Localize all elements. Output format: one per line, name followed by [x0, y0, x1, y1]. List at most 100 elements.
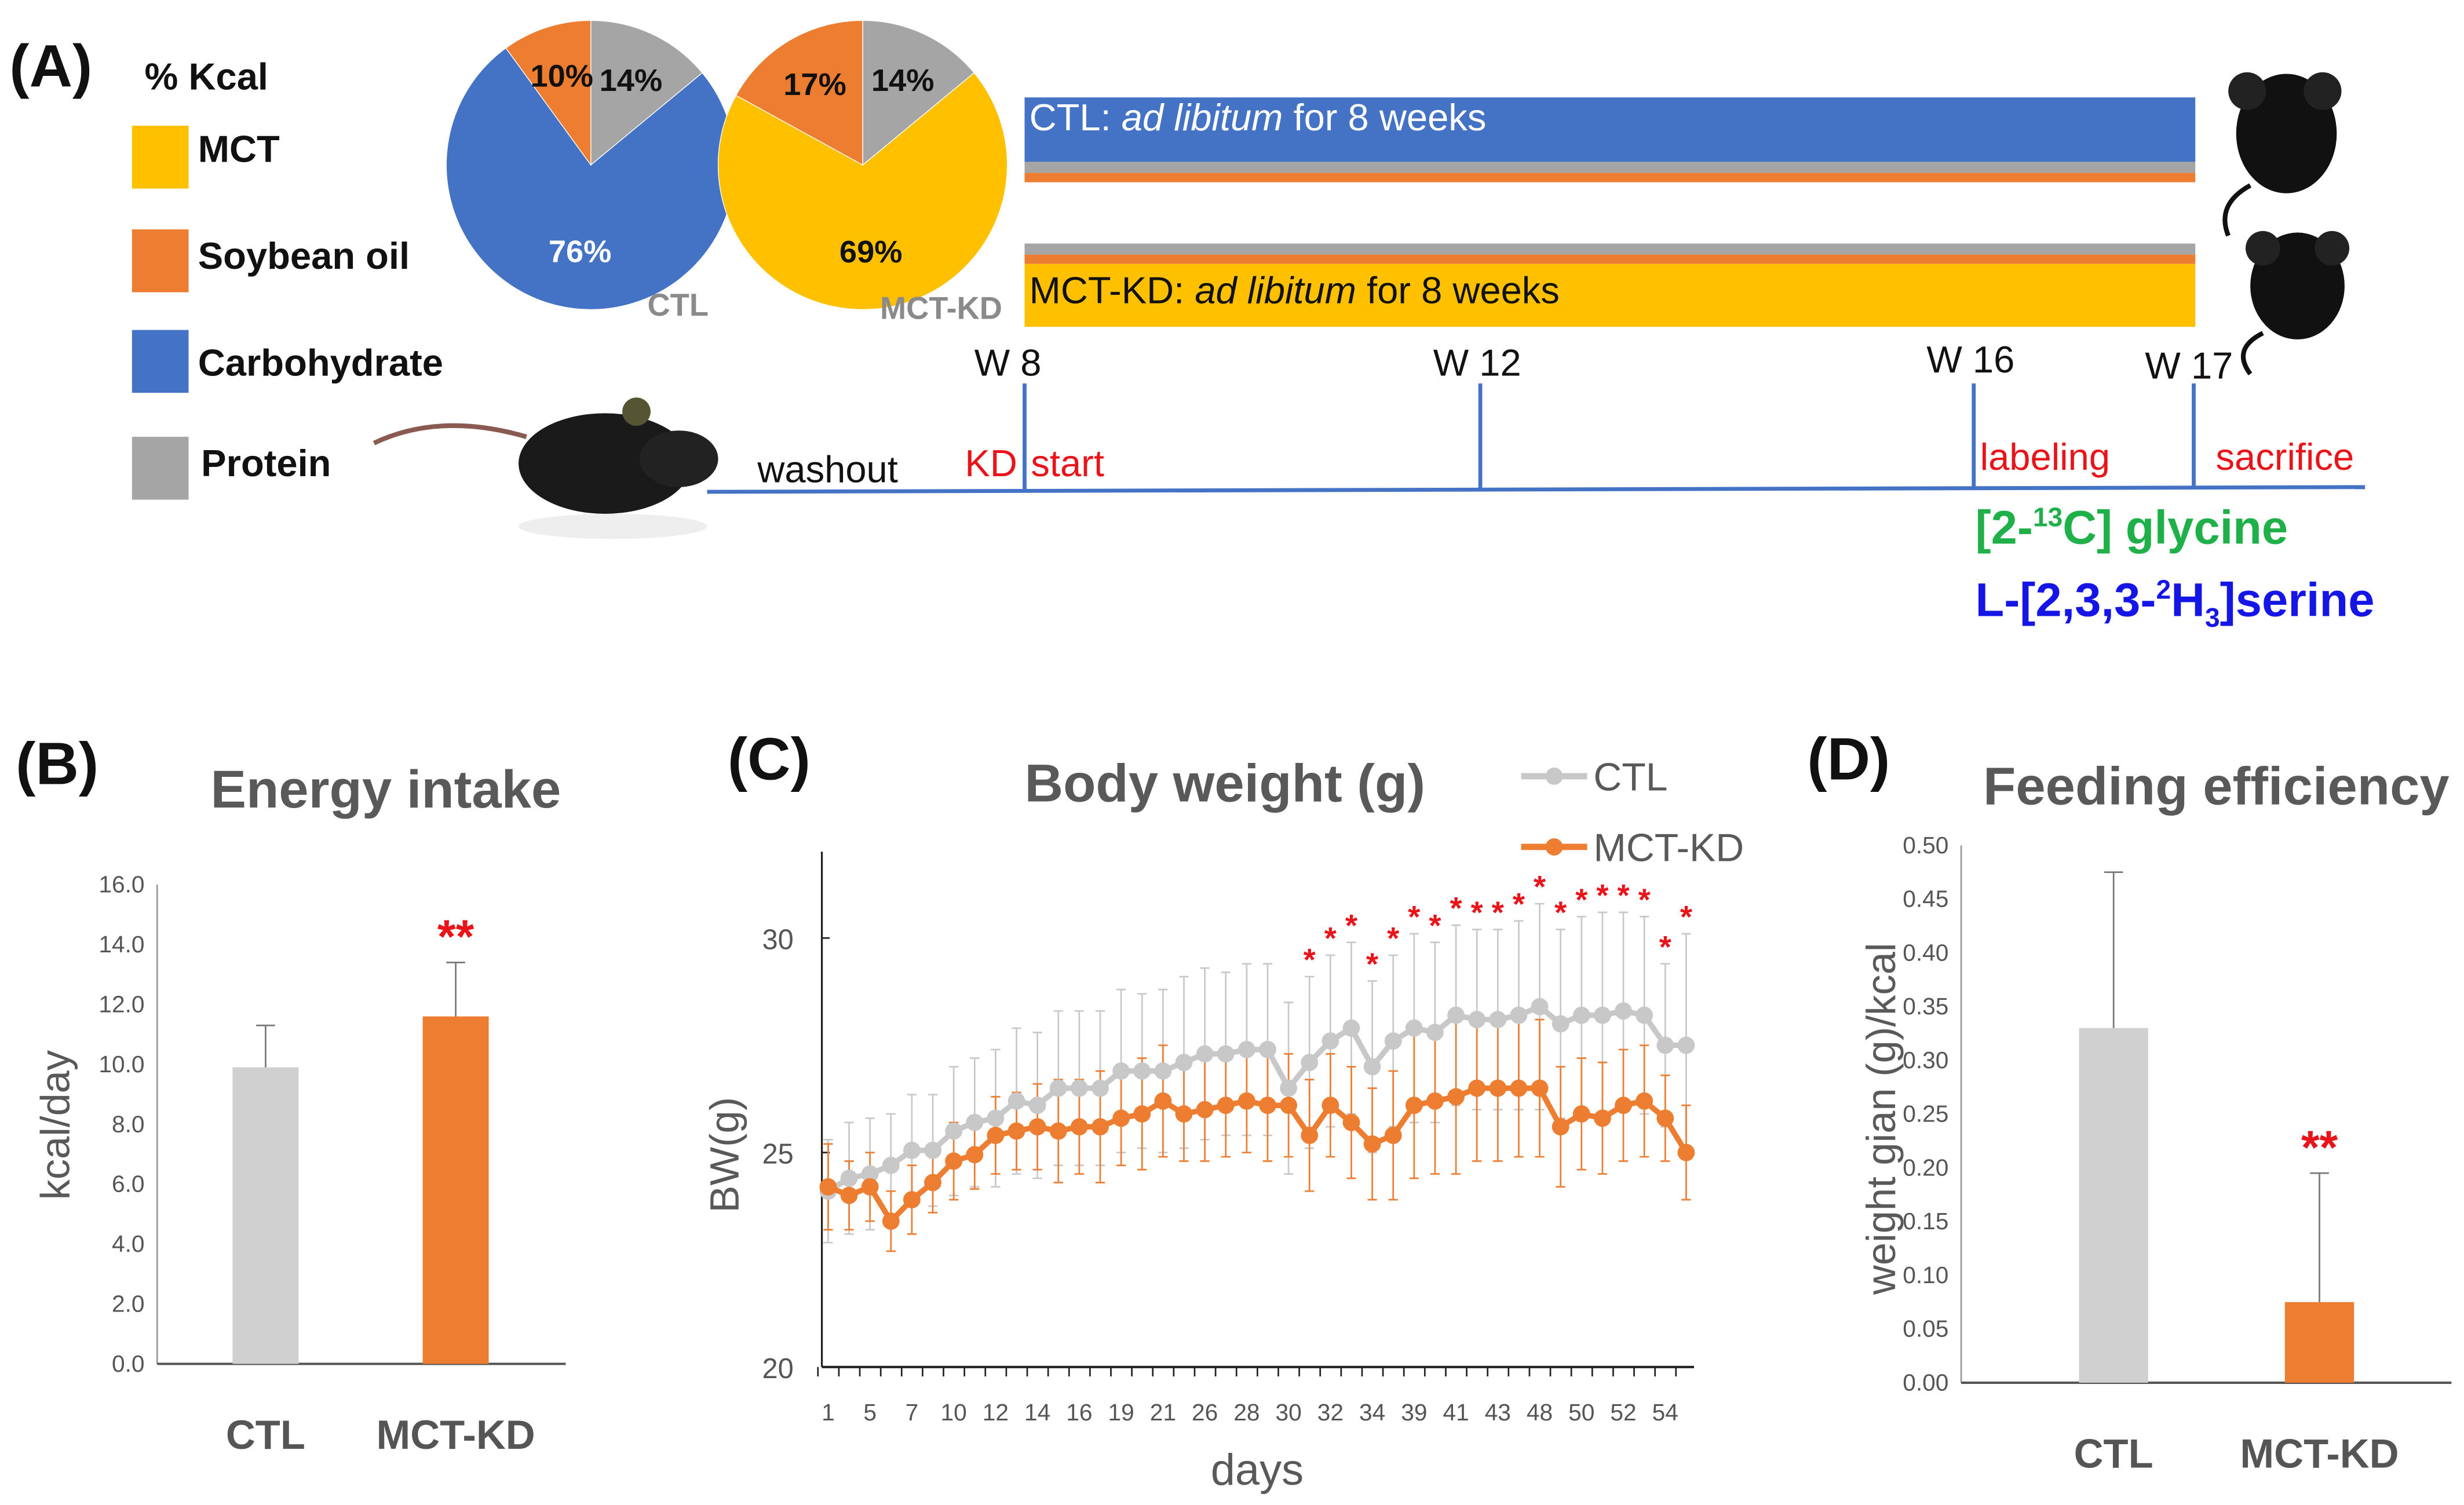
- significance-mark: *: [1471, 896, 1484, 930]
- data-point: [1489, 1011, 1507, 1028]
- x-tick-label: 28: [1233, 1399, 1260, 1426]
- data-point: [1384, 1127, 1402, 1144]
- y-tick-label: 10.0: [98, 1051, 144, 1077]
- data-point: [1615, 1097, 1632, 1115]
- data-point: [1133, 1105, 1151, 1123]
- data-point: [1531, 1079, 1549, 1097]
- data-point: [1028, 1097, 1046, 1115]
- x-tick-label: 19: [1108, 1399, 1134, 1426]
- ctl-diet-bar: [1024, 97, 2196, 162]
- data-point: [1092, 1079, 1109, 1097]
- data-point: [861, 1178, 879, 1196]
- text: for 8 weeks: [1283, 97, 1487, 140]
- data-point: [1447, 1006, 1465, 1024]
- data-point: [1049, 1122, 1067, 1140]
- legend-marker: [1545, 768, 1563, 785]
- data-point: [1572, 1006, 1590, 1024]
- data-point: [1217, 1097, 1235, 1115]
- legend-swatch-protein: [132, 437, 189, 500]
- text: ]serine: [2220, 575, 2375, 627]
- significance-mark: *: [1324, 921, 1337, 956]
- data-point: [1342, 1019, 1360, 1037]
- data-point: [1196, 1045, 1214, 1063]
- data-point: [1656, 1109, 1674, 1127]
- text: 13: [2032, 502, 2063, 533]
- data-point: [1656, 1036, 1674, 1054]
- tracer-glycine: [2-13C] glycine: [1975, 503, 2288, 556]
- legend-label: MCT-KD: [1593, 826, 1744, 870]
- data-point: [861, 1165, 879, 1183]
- y-tick-label: 0.0: [112, 1350, 145, 1377]
- y-tick-label: 0.00: [1903, 1369, 1948, 1396]
- text: 2: [2156, 575, 2171, 605]
- data-point: [1677, 1036, 1695, 1054]
- x-tick-label: 41: [1443, 1399, 1469, 1426]
- data-point: [1070, 1118, 1088, 1136]
- data-point: [1405, 1097, 1423, 1115]
- text-italic: ad libitum: [1195, 270, 1356, 313]
- data-point: [1154, 1092, 1172, 1110]
- data-point: [1468, 1011, 1486, 1028]
- data-point: [1112, 1109, 1130, 1127]
- data-point: [1447, 1088, 1465, 1106]
- data-point: [1112, 1062, 1130, 1080]
- x-tick-label: 34: [1359, 1399, 1385, 1426]
- legend-swatch-mct: [132, 125, 189, 189]
- data-point: [924, 1141, 941, 1159]
- bar: [232, 1067, 299, 1364]
- x-tick-label: 54: [1652, 1399, 1678, 1426]
- text-italic: ad libitum: [1121, 97, 1283, 140]
- significance-mark: *: [1304, 943, 1316, 977]
- data-point: [966, 1146, 984, 1164]
- legend-title: % Kcal: [144, 56, 269, 99]
- x-tick-label: 43: [1485, 1399, 1511, 1426]
- data-point: [903, 1141, 921, 1159]
- kd-label: KD: [965, 443, 1017, 486]
- pie-slice-label: 14%: [600, 63, 663, 98]
- data-point: [1531, 998, 1549, 1015]
- text: [2-: [1975, 502, 2033, 555]
- pie-slice: [717, 72, 1008, 310]
- legend-marker: [1545, 838, 1563, 856]
- y-tick-label: 4.0: [112, 1230, 145, 1257]
- sacrifice-label: sacrifice: [2215, 437, 2355, 480]
- x-tick-label: 26: [1192, 1399, 1218, 1426]
- text: L-[2,3,3-: [1975, 575, 2156, 627]
- text: H: [2171, 575, 2205, 627]
- pie-slice: [590, 20, 703, 166]
- data-point: [1426, 1092, 1444, 1110]
- data-point: [1342, 1113, 1360, 1131]
- bar: [2079, 1028, 2148, 1383]
- significance-mark: *: [1429, 908, 1441, 943]
- kd-bar-label: MCT-KD: ad libitum for 8 weeks: [1030, 271, 1560, 315]
- data-point: [1510, 1079, 1528, 1097]
- text: for 8 weeks: [1356, 270, 1560, 313]
- kd-soybean-strip: [1024, 254, 2196, 264]
- pie-slice: [505, 20, 592, 166]
- data-point: [1217, 1045, 1235, 1063]
- significance-mark: *: [1450, 891, 1463, 926]
- significance-mark: **: [437, 911, 474, 963]
- y-axis-label: BW(g): [702, 1097, 747, 1213]
- x-tick-label: 7: [906, 1399, 919, 1426]
- x-tick-label: 5: [863, 1399, 877, 1426]
- significance-mark: *: [1638, 882, 1651, 917]
- legend-label: Soybean oil: [198, 235, 410, 279]
- week-label: W 16: [1926, 339, 2015, 382]
- y-tick-label: 25: [762, 1139, 793, 1170]
- data-point: [1426, 1024, 1444, 1042]
- data-point: [1028, 1118, 1046, 1136]
- week-label: W 8: [974, 342, 1042, 385]
- data-point: [1636, 1092, 1653, 1110]
- data-point: [1301, 1127, 1319, 1144]
- x-category-label: MCT-KD: [2240, 1430, 2399, 1476]
- data-point: [1280, 1097, 1298, 1115]
- data-point: [1677, 1144, 1695, 1161]
- data-point: [1301, 1054, 1319, 1071]
- data-point: [840, 1186, 858, 1204]
- pie-slice: [862, 20, 975, 166]
- x-tick-label: 12: [983, 1399, 1009, 1426]
